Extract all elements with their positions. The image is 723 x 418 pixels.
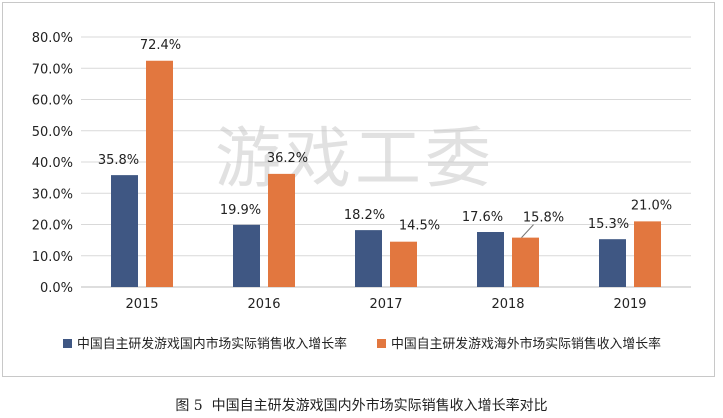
y-tick-label: 10.0% — [32, 250, 73, 265]
y-tick-label: 70.0% — [32, 62, 73, 77]
bar — [233, 224, 260, 287]
bar — [512, 237, 539, 287]
bar — [268, 173, 295, 287]
bar-chart: 0.0% 10.0% 20.0% 30.0% 40.0% 50.0% 60.0% 70.0% 8… — [32, 31, 691, 352]
y-tick-label: 20.0% — [32, 219, 73, 234]
bar — [111, 175, 138, 287]
y-tick-label: 0.0% — [40, 281, 73, 296]
x-tick-label: 2016 — [247, 297, 280, 312]
figure-caption-text: 中国自主研发游戏国内外市场实际销售收入增长率对比 — [211, 398, 548, 414]
watermark: 游戏工委 — [215, 120, 495, 197]
x-tick-label: 2015 — [125, 297, 158, 312]
legend-swatch — [63, 339, 72, 348]
data-label: 18.2% — [344, 208, 385, 223]
y-tick-label: 30.0% — [32, 187, 73, 202]
bar — [599, 239, 626, 287]
bar — [390, 241, 417, 287]
bar — [634, 221, 661, 287]
leader-line — [521, 224, 534, 238]
x-tick-label: 2017 — [369, 297, 402, 312]
y-tick-label: 50.0% — [32, 125, 73, 140]
data-label: 14.5% — [399, 219, 440, 234]
figure-number: 图 5 — [175, 398, 203, 414]
figure-caption: 图 5 中国自主研发游戏国内外市场实际销售收入增长率对比 — [0, 395, 723, 415]
y-tick-label: 80.0% — [32, 31, 73, 46]
bar — [146, 60, 173, 287]
legend-label: 中国自主研发游戏海外市场实际销售收入增长率 — [391, 336, 661, 352]
data-label: 72.4% — [140, 38, 181, 53]
y-tick-label: 40.0% — [32, 156, 73, 171]
data-label: 15.3% — [588, 217, 629, 232]
legend-label: 中国自主研发游戏国内市场实际销售收入增长率 — [77, 336, 347, 352]
data-label: 21.0% — [631, 198, 672, 213]
data-label: 19.9% — [220, 203, 261, 218]
bar — [355, 230, 382, 287]
data-label: 17.6% — [462, 210, 503, 225]
x-tick-label: 2019 — [613, 297, 646, 312]
x-tick-label: 2018 — [491, 297, 524, 312]
data-label: 35.8% — [98, 153, 139, 168]
data-label: 15.8% — [523, 211, 564, 226]
data-label: 36.2% — [267, 151, 308, 166]
legend-swatch — [377, 339, 386, 348]
bar — [477, 232, 504, 287]
chart-frame: 0.0% 10.0% 20.0% 30.0% 40.0% 50.0% 60.0% 70.0% 8… — [2, 2, 715, 377]
y-tick-label: 60.0% — [32, 94, 73, 109]
